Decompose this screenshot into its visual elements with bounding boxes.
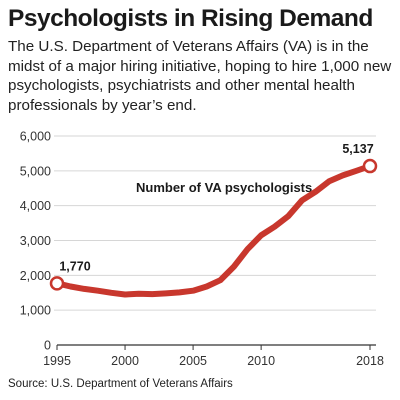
y-tick-label: 0 bbox=[44, 339, 51, 353]
y-tick-label: 1,000 bbox=[20, 304, 51, 318]
y-tick-label: 5,000 bbox=[20, 164, 51, 178]
chart-subtitle: The U.S. Department of Veterans Affairs … bbox=[8, 38, 392, 114]
data-label: 1,770 bbox=[59, 259, 90, 273]
series-layer bbox=[49, 158, 378, 298]
source-note: Source: U.S. Department of Veterans Affa… bbox=[8, 378, 233, 390]
x-tick-label: 1995 bbox=[43, 354, 71, 368]
y-tick-label: 6,000 bbox=[20, 130, 51, 144]
x-tick-label: 2018 bbox=[356, 354, 384, 368]
annotations: 1,770 5,137 bbox=[59, 142, 373, 273]
y-tick-label: 2,000 bbox=[20, 269, 51, 283]
chart-title: Psychologists in Rising Demand bbox=[8, 5, 373, 32]
data-point bbox=[362, 158, 378, 174]
series-label: Number of VA psychologists bbox=[136, 180, 312, 195]
data-point bbox=[49, 276, 65, 291]
series-line-0 bbox=[54, 163, 373, 298]
x-tick-label: 2005 bbox=[179, 354, 207, 368]
gridlines bbox=[54, 135, 376, 346]
y-tick-label: 3,000 bbox=[20, 234, 51, 248]
x-tick-label: 2010 bbox=[247, 354, 275, 368]
x-tick-label: 2000 bbox=[111, 354, 139, 368]
y-axis-ticks: 0 1,000 2,000 3,000 4,000 5,000 6,000 bbox=[20, 130, 51, 353]
data-label: 5,137 bbox=[342, 142, 373, 156]
x-axis-ticks: 1995 2000 2005 2010 2018 bbox=[43, 345, 384, 368]
y-tick-label: 4,000 bbox=[20, 199, 51, 213]
